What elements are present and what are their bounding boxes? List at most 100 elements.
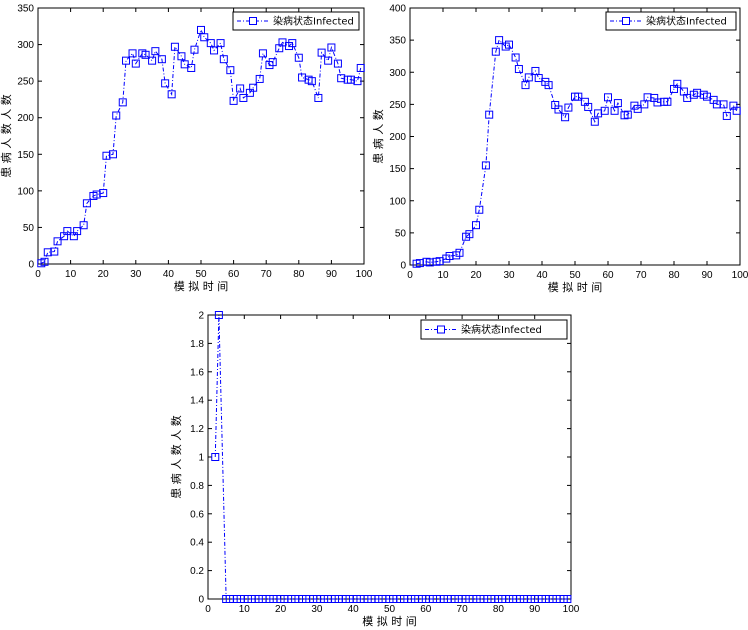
y-tick-label: 150 xyxy=(389,164,406,175)
x-tick-label: 70 xyxy=(457,604,469,615)
data-point xyxy=(561,113,570,122)
legend-box xyxy=(605,11,737,31)
data-point xyxy=(226,66,235,75)
data-point xyxy=(356,63,365,72)
legend: 染病状态Infected xyxy=(605,11,737,31)
data-point xyxy=(563,595,572,603)
data-point xyxy=(288,39,297,48)
data-point xyxy=(258,49,267,58)
data-point xyxy=(268,58,277,67)
data-point xyxy=(190,45,199,54)
x-tick-label: 0 xyxy=(205,604,211,615)
y-tick-label: 1.4 xyxy=(190,396,204,407)
x-tick-label: 20 xyxy=(98,269,110,280)
x-tick-label: 80 xyxy=(293,269,305,280)
data-point xyxy=(514,65,523,74)
data-point xyxy=(554,105,563,114)
data-point xyxy=(511,53,520,62)
legend-box xyxy=(420,319,568,340)
legend-entry: 染病状态Infected xyxy=(646,15,727,28)
chart-2: 0 10 20 30 40 50 60 70 80 90 100 0 50 100 150 200 250 300… xyxy=(371,4,748,295)
x-tick-label: 60 xyxy=(228,269,240,280)
data-point xyxy=(214,311,223,319)
legend-marker-icon xyxy=(437,325,445,334)
x-tick-label: 0 xyxy=(407,270,413,281)
y-tick-label: 0.6 xyxy=(190,509,204,520)
x-tick-label: 100 xyxy=(356,269,373,280)
data-point xyxy=(99,189,108,198)
x-axis-label: 模 拟 时 间 xyxy=(174,279,229,293)
data-point xyxy=(151,47,160,56)
legend-entry: 染病状态Infected xyxy=(273,15,354,28)
data-point xyxy=(623,110,632,119)
y-tick-label: 300 xyxy=(389,68,406,79)
y-tick-label: 0 xyxy=(28,260,34,271)
legend: 染病状态Infected xyxy=(232,11,360,31)
y-axis-label: 患 病 人 数 人 数 xyxy=(0,94,13,177)
data-point xyxy=(122,56,131,65)
y-tick-label: 400 xyxy=(389,4,406,15)
x-tick-label: 50 xyxy=(384,604,396,615)
data-point xyxy=(613,99,622,108)
x-tick-label: 10 xyxy=(239,604,251,615)
data-point xyxy=(307,77,316,86)
data-point xyxy=(40,257,49,266)
data-point xyxy=(327,43,336,52)
y-tick-label: 1.8 xyxy=(190,339,204,350)
data-point xyxy=(314,93,323,102)
x-tick-label: 80 xyxy=(668,270,680,281)
data-point xyxy=(600,106,609,115)
x-axis-label: 模 拟 时 间 xyxy=(362,614,417,628)
x-tick-label: 70 xyxy=(635,270,647,281)
data-point xyxy=(663,97,672,106)
x-tick-label: 60 xyxy=(602,270,614,281)
data-point xyxy=(161,79,170,88)
data-point xyxy=(141,50,150,59)
y-axis-label: 患 病 人 数 人 数 xyxy=(169,415,183,498)
data-point xyxy=(491,47,500,56)
data-point xyxy=(505,40,513,49)
data-point xyxy=(574,92,583,101)
data-point xyxy=(465,230,474,239)
x-tick-label: 90 xyxy=(529,604,541,615)
data-point xyxy=(211,453,220,461)
x-tick-label: 40 xyxy=(348,604,360,615)
y-tick-label: 0.4 xyxy=(190,538,204,549)
x-tick-label: 20 xyxy=(275,604,287,615)
legend-box xyxy=(232,11,360,31)
data-point xyxy=(524,73,533,82)
y-tick-label: 200 xyxy=(17,113,34,124)
data-point xyxy=(167,90,176,99)
y-tick-label: 250 xyxy=(389,100,406,111)
data-point xyxy=(229,96,238,105)
y-tick-label: 1.2 xyxy=(190,424,204,435)
x-tick-label: 100 xyxy=(732,270,748,281)
y-tick-label: 2 xyxy=(198,311,204,322)
data-point xyxy=(317,48,326,57)
y-tick-label: 250 xyxy=(17,77,34,88)
x-tick-label: 20 xyxy=(470,270,482,281)
data-point xyxy=(719,100,728,109)
data-point xyxy=(249,83,258,92)
y-tick-label: 0 xyxy=(400,261,406,272)
data-point xyxy=(584,102,593,111)
data-point xyxy=(475,205,484,214)
data-point xyxy=(170,42,179,51)
y-tick-label: 0.8 xyxy=(190,481,204,492)
x-tick-label: 0 xyxy=(35,269,41,280)
y-tick-label: 350 xyxy=(389,36,406,47)
data-point xyxy=(455,248,464,257)
x-tick-label: 70 xyxy=(261,269,273,280)
data-point xyxy=(118,98,127,107)
data-point xyxy=(73,227,82,236)
data-point xyxy=(82,199,91,208)
data-point xyxy=(63,227,72,236)
data-point xyxy=(216,39,225,48)
data-point xyxy=(544,81,553,90)
data-point xyxy=(472,221,480,230)
data-point xyxy=(353,77,362,86)
y-tick-label: 0 xyxy=(198,595,204,606)
y-tick-label: 1.6 xyxy=(190,367,204,378)
data-point xyxy=(50,247,59,256)
